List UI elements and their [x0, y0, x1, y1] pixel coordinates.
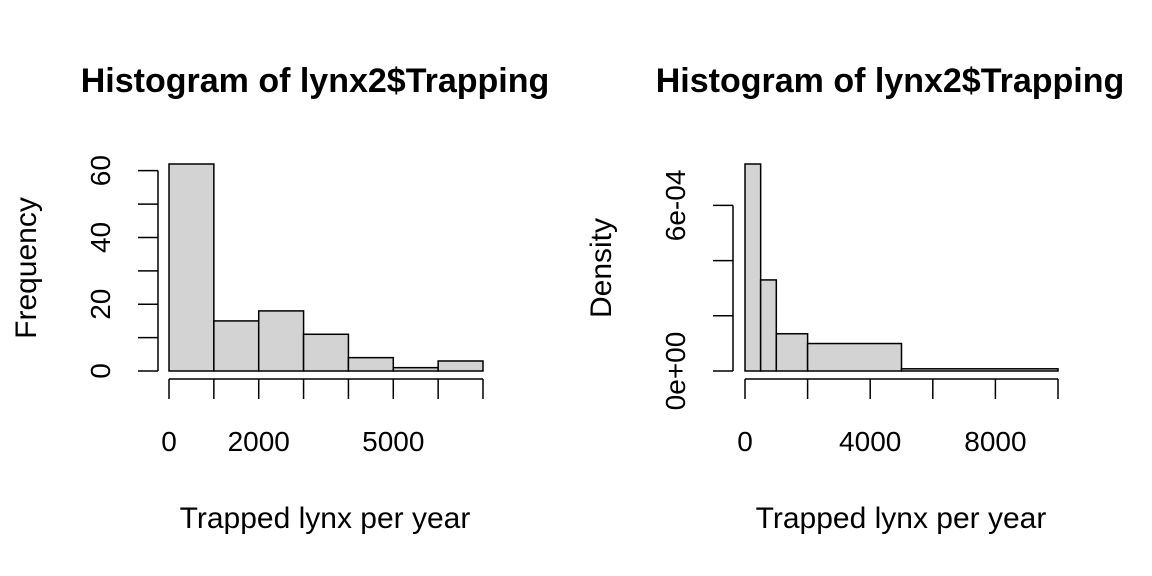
- histogram-bar: [759, 279, 778, 372]
- histogram-bar: [775, 332, 809, 372]
- chart-title: Histogram of lynx2$Trapping: [81, 62, 550, 100]
- x-tick-label: 4000: [839, 426, 901, 457]
- histogram-bar: [213, 320, 260, 372]
- y-axis-label: Frequency: [10, 197, 43, 339]
- histogram-bar: [168, 163, 215, 372]
- y-axis: 0 20 40 60: [85, 155, 159, 379]
- x-tick-label: 5000: [362, 426, 424, 457]
- histogram-panel-frequency: Histogram of lynx2$Trapping Trapped lynx…: [10, 62, 549, 535]
- histogram-panel-density: Histogram of lynx2$Trapping Trapped lynx…: [585, 62, 1124, 535]
- x-tick-label: 0: [737, 426, 753, 457]
- y-axis-label: Density: [585, 218, 618, 318]
- histogram-bar: [347, 356, 395, 372]
- y-tick-label: 6e-04: [660, 170, 691, 242]
- histogram-bar: [392, 366, 439, 372]
- histogram-bar: [900, 368, 1059, 372]
- bar-group: [168, 163, 484, 372]
- x-axis: 0 2000 5000: [161, 378, 484, 457]
- x-tick-label: 2000: [228, 426, 290, 457]
- x-tick-label: 8000: [964, 426, 1026, 457]
- y-tick-label: 0: [85, 363, 116, 379]
- histogram-bar: [257, 310, 305, 372]
- x-axis: 0 4000 8000: [737, 378, 1059, 457]
- histogram-bar: [806, 342, 903, 372]
- histogram-bar: [302, 333, 350, 372]
- bar-group: [744, 163, 1059, 372]
- x-axis-label: Trapped lynx per year: [756, 502, 1047, 535]
- y-axis: 0e+00 6e-04: [660, 170, 734, 411]
- y-tick-label: 40: [85, 222, 116, 253]
- y-tick-label: 20: [85, 289, 116, 320]
- y-tick-label: 0e+00: [660, 332, 691, 411]
- y-tick-label: 60: [85, 155, 116, 186]
- x-axis-label: Trapped lynx per year: [180, 502, 471, 535]
- histogram-bar: [744, 163, 762, 372]
- chart-title: Histogram of lynx2$Trapping: [656, 62, 1125, 100]
- histogram-bar: [437, 360, 484, 372]
- x-tick-label: 0: [161, 426, 177, 457]
